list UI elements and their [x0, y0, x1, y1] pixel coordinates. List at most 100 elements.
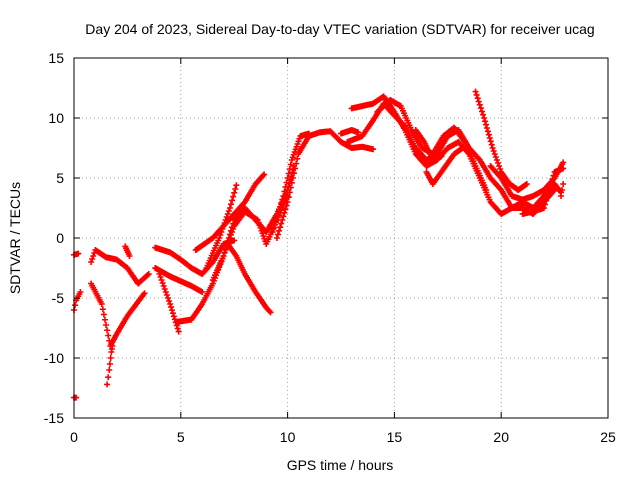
data-point: [545, 190, 552, 197]
data-point: [543, 197, 550, 204]
data-point: [472, 88, 479, 95]
data-point: [477, 105, 484, 112]
data-point: [103, 322, 110, 328]
series-track-10: [173, 193, 291, 325]
series-track-22: [423, 145, 466, 187]
y-tick-label: -5: [52, 290, 65, 306]
data-point: [277, 203, 284, 210]
y-tick-label: 0: [56, 230, 64, 246]
data-point: [141, 290, 148, 297]
data-point: [157, 274, 164, 280]
data-point: [488, 141, 495, 148]
data-point: [99, 306, 106, 313]
data-point: [492, 154, 499, 160]
data-point: [225, 235, 232, 241]
data-point: [216, 235, 223, 241]
data-point: [287, 161, 294, 168]
data-point: [493, 157, 500, 163]
data-point: [160, 283, 167, 289]
data-point: [274, 231, 281, 238]
data-point: [276, 207, 283, 214]
data-point: [274, 211, 281, 217]
series-track-14: [224, 241, 274, 316]
x-tick-label: 0: [70, 429, 78, 445]
data-point: [89, 256, 96, 262]
data-point: [494, 160, 501, 166]
data-point: [77, 289, 84, 295]
data-point: [220, 253, 227, 259]
data-point: [486, 135, 493, 141]
x-tick-label: 20: [493, 429, 509, 445]
data-point: [233, 182, 240, 189]
data-point: [560, 165, 567, 172]
data-point: [199, 289, 206, 295]
data-point: [293, 160, 300, 167]
data-point: [161, 286, 168, 292]
data-point: [158, 277, 165, 283]
series-track-27: [71, 394, 80, 401]
data-point: [100, 311, 107, 318]
data-point: [229, 197, 236, 204]
data-point: [164, 295, 171, 301]
data-point: [227, 201, 234, 208]
data-point: [222, 217, 229, 223]
data-point: [285, 194, 292, 201]
data-point: [231, 189, 238, 196]
data-point: [291, 170, 298, 177]
series-track-4: [88, 280, 148, 349]
data-point: [478, 108, 485, 115]
data-point: [490, 148, 497, 154]
data-point: [75, 250, 82, 257]
data-point: [221, 220, 228, 226]
series-track-1: [71, 250, 82, 258]
data-point: [266, 308, 273, 315]
data-point: [279, 217, 286, 223]
data-points: [71, 88, 567, 401]
x-tick-label: 10: [280, 429, 296, 445]
data-point: [280, 193, 287, 199]
data-point: [272, 218, 279, 225]
data-point: [485, 131, 492, 138]
data-point: [286, 189, 293, 196]
data-point: [305, 130, 312, 137]
data-point: [101, 316, 108, 323]
data-point: [281, 188, 288, 195]
data-point: [283, 202, 290, 209]
data-point: [144, 271, 151, 278]
data-point: [355, 129, 362, 136]
data-point: [491, 151, 498, 157]
data-point: [105, 374, 112, 381]
data-point: [269, 229, 276, 235]
data-point: [284, 175, 291, 181]
grid-lines: [74, 58, 608, 418]
data-point: [540, 205, 547, 211]
data-point: [145, 271, 152, 277]
data-point: [175, 328, 182, 335]
data-point: [270, 225, 277, 232]
data-point: [105, 332, 112, 339]
data-point: [282, 184, 289, 190]
data-point: [278, 200, 285, 207]
data-point: [560, 181, 567, 187]
data-point: [283, 179, 290, 186]
data-point: [219, 226, 226, 232]
data-point: [558, 193, 565, 199]
data-point: [271, 221, 278, 228]
data-point: [549, 176, 556, 183]
data-point: [227, 227, 234, 234]
chart-title: Day 204 of 2023, Sidereal Day-to-day VTE…: [85, 21, 594, 37]
data-point: [289, 175, 296, 181]
data-point: [220, 223, 227, 229]
data-point: [277, 224, 284, 231]
data-point: [226, 231, 233, 238]
axis-ticks: 0 5 10 15 20 25 -15 -10 -5 0 5 10 15: [44, 50, 616, 445]
data-point: [548, 179, 555, 186]
data-point: [170, 313, 177, 320]
data-point: [287, 184, 294, 191]
data-point: [169, 307, 176, 314]
data-point: [231, 237, 238, 244]
data-point: [223, 214, 230, 220]
data-point: [541, 201, 548, 208]
data-point: [221, 249, 228, 256]
